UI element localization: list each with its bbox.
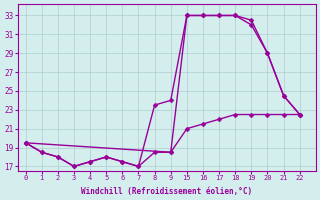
X-axis label: Windchill (Refroidissement éolien,°C): Windchill (Refroidissement éolien,°C) — [81, 187, 252, 196]
